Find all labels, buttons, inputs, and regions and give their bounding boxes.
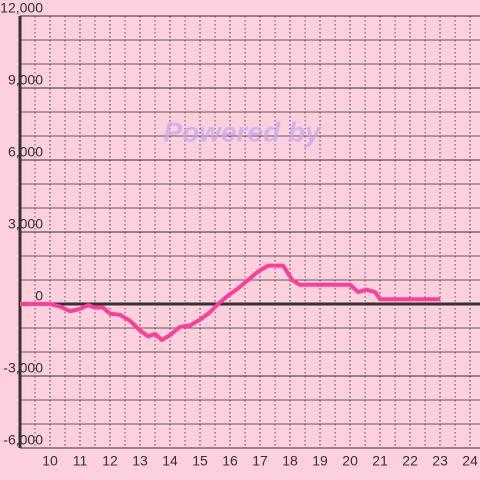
y-tick-label: 9,000 [8,72,43,88]
x-tick-label: 18 [282,453,298,469]
data-line [20,263,441,342]
y-tick-label: 0 [35,288,43,304]
x-tick-label: 16 [222,453,238,469]
x-tick-label: 24 [462,453,478,469]
x-tick-label: 23 [432,453,448,469]
x-tick-label: 19 [312,453,328,469]
y-tick-label: -6,000 [3,432,43,448]
x-tick-label: 20 [342,453,358,469]
x-tick-label: 22 [402,453,418,469]
x-tick-label: 12 [102,453,118,469]
x-tick-label: 10 [42,453,58,469]
y-tick-label: -3,000 [3,360,43,376]
y-tick-label: 3,000 [8,216,43,232]
y-tick-label: 6,000 [8,144,43,160]
x-tick-label: 11 [73,453,88,469]
x-tick-label: 15 [192,453,208,469]
x-tick-label: 13 [132,453,148,469]
x-tick-label: 21 [372,453,388,469]
watermark: Powered by [163,116,322,147]
x-tick-label: 14 [162,453,178,469]
y-tick-label: 12,000 [0,0,43,16]
x-tick-label: 17 [252,453,268,469]
